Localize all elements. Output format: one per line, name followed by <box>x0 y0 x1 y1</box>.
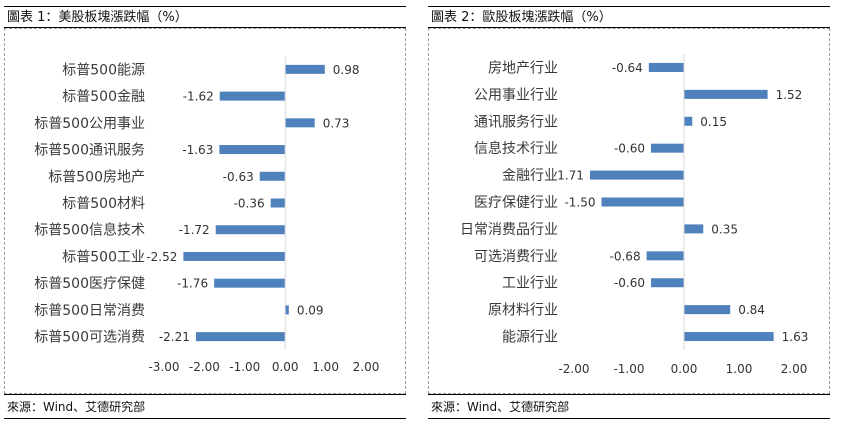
data-label: -2.52 <box>146 250 177 264</box>
category-label: 医疗保健行业 <box>474 195 558 211</box>
bar <box>285 305 289 315</box>
bar <box>589 170 684 180</box>
data-label: 0.98 <box>333 63 360 77</box>
data-label: -2.21 <box>159 330 190 344</box>
bar <box>684 305 731 315</box>
bar <box>285 64 325 74</box>
category-label: 日常消费品行业 <box>460 222 558 238</box>
x-tick-label: 2.00 <box>353 360 380 374</box>
data-label: 1.71 <box>557 169 584 183</box>
x-tick-label: -1.00 <box>613 362 644 376</box>
eu-sector-bar-chart: 房地产行业 -0.64 公用事业行业 1.52 通讯服务行业 0.15 信息技术行业 -0.6… <box>460 54 809 376</box>
bar <box>219 145 286 155</box>
x-tick-label: 0.00 <box>272 360 299 374</box>
bar <box>195 332 286 342</box>
category-label: 房地产行业 <box>488 60 558 76</box>
bar <box>684 116 693 126</box>
category-label: 标普500金融 <box>62 89 145 105</box>
bar <box>684 332 774 342</box>
category-label: 标普500能源 <box>62 62 145 78</box>
data-label: -1.62 <box>183 90 214 104</box>
data-label: -0.60 <box>614 276 645 290</box>
data-label: -1.50 <box>564 196 595 210</box>
category-label: 标普500信息技术 <box>34 222 145 239</box>
data-label: -0.68 <box>610 249 641 263</box>
category-label: 标普500公用事业 <box>34 116 145 132</box>
data-label: -1.76 <box>177 277 208 291</box>
data-label: 0.35 <box>711 222 738 236</box>
x-tick-label: 1.00 <box>726 362 753 376</box>
us-sector-chart-panel: 圖表 1：美股板塊漲跌幅（%） 标普500能源 0.98 标普500金融 -1.62 标… <box>4 6 406 420</box>
bar <box>601 197 684 207</box>
data-label: -1.72 <box>179 223 210 237</box>
category-label: 标普500医疗保健 <box>34 276 145 292</box>
data-label: -0.63 <box>223 170 254 184</box>
eu-sector-chart-panel: 圖表 2：歐股板塊漲跌幅（%） 房地产行业 -0.64 公用事业行业 1.52 通讯服务… <box>428 6 830 420</box>
chart-source: 來源：Wind、艾德研究部 <box>4 394 406 419</box>
chart-frame <box>428 28 830 394</box>
chart-source: 來源：Wind、艾德研究部 <box>428 394 830 419</box>
data-label: 0.84 <box>738 303 765 317</box>
category-label: 可选消费行业 <box>474 249 558 265</box>
category-label: 金融行业 <box>502 168 558 184</box>
data-label: 0.73 <box>323 116 350 130</box>
bar <box>183 251 286 261</box>
category-label: 公用事业行业 <box>474 87 558 103</box>
category-label: 标普500可选消费 <box>34 330 145 346</box>
data-label: -1.63 <box>182 143 213 157</box>
category-label: 标普500房地产 <box>48 169 145 185</box>
x-tick-label: -1.00 <box>229 360 260 374</box>
bar <box>215 225 286 235</box>
x-tick-label: -3.00 <box>148 360 179 374</box>
category-label: 标普500工业 <box>62 249 145 265</box>
bar <box>285 118 315 128</box>
category-label: 标普500通讯服务 <box>34 143 145 159</box>
bar <box>651 143 684 153</box>
category-label: 工业行业 <box>502 276 558 292</box>
bar <box>270 198 286 208</box>
data-label: -0.64 <box>612 61 643 75</box>
x-tick-label: -2.00 <box>558 362 589 376</box>
x-tick-label: 2.00 <box>781 362 808 376</box>
bar <box>259 171 286 181</box>
data-label: 1.52 <box>776 88 803 102</box>
data-label: 0.15 <box>700 115 727 129</box>
bar <box>219 91 286 101</box>
category-label: 通讯服务行业 <box>474 114 558 130</box>
bar <box>214 278 286 288</box>
category-label: 信息技术行业 <box>474 140 558 157</box>
x-tick-label: 0.00 <box>671 362 698 376</box>
data-label: -0.60 <box>614 142 645 156</box>
bar <box>648 62 684 72</box>
chart-frame <box>4 28 406 394</box>
data-label: 1.63 <box>782 330 809 344</box>
data-label: 0.09 <box>297 303 324 317</box>
bar <box>684 224 704 234</box>
bar <box>646 251 684 261</box>
x-tick-label: -2.00 <box>189 360 220 374</box>
category-label: 标普500材料 <box>62 196 145 212</box>
data-label: -0.36 <box>234 197 265 211</box>
bar <box>684 89 768 99</box>
category-label: 标普500日常消费 <box>34 303 145 319</box>
category-label: 能源行业 <box>502 330 558 346</box>
category-label: 原材料行业 <box>488 303 558 319</box>
chart-title: 圖表 1：美股板塊漲跌幅（%） <box>4 6 406 28</box>
bar <box>651 278 684 288</box>
us-sector-bar-chart: 标普500能源 0.98 标普500金融 -1.62 标普500公用事业 0.73 标普50… <box>34 56 380 374</box>
chart-title: 圖表 2：歐股板塊漲跌幅（%） <box>428 6 830 28</box>
x-tick-label: 1.00 <box>312 360 339 374</box>
